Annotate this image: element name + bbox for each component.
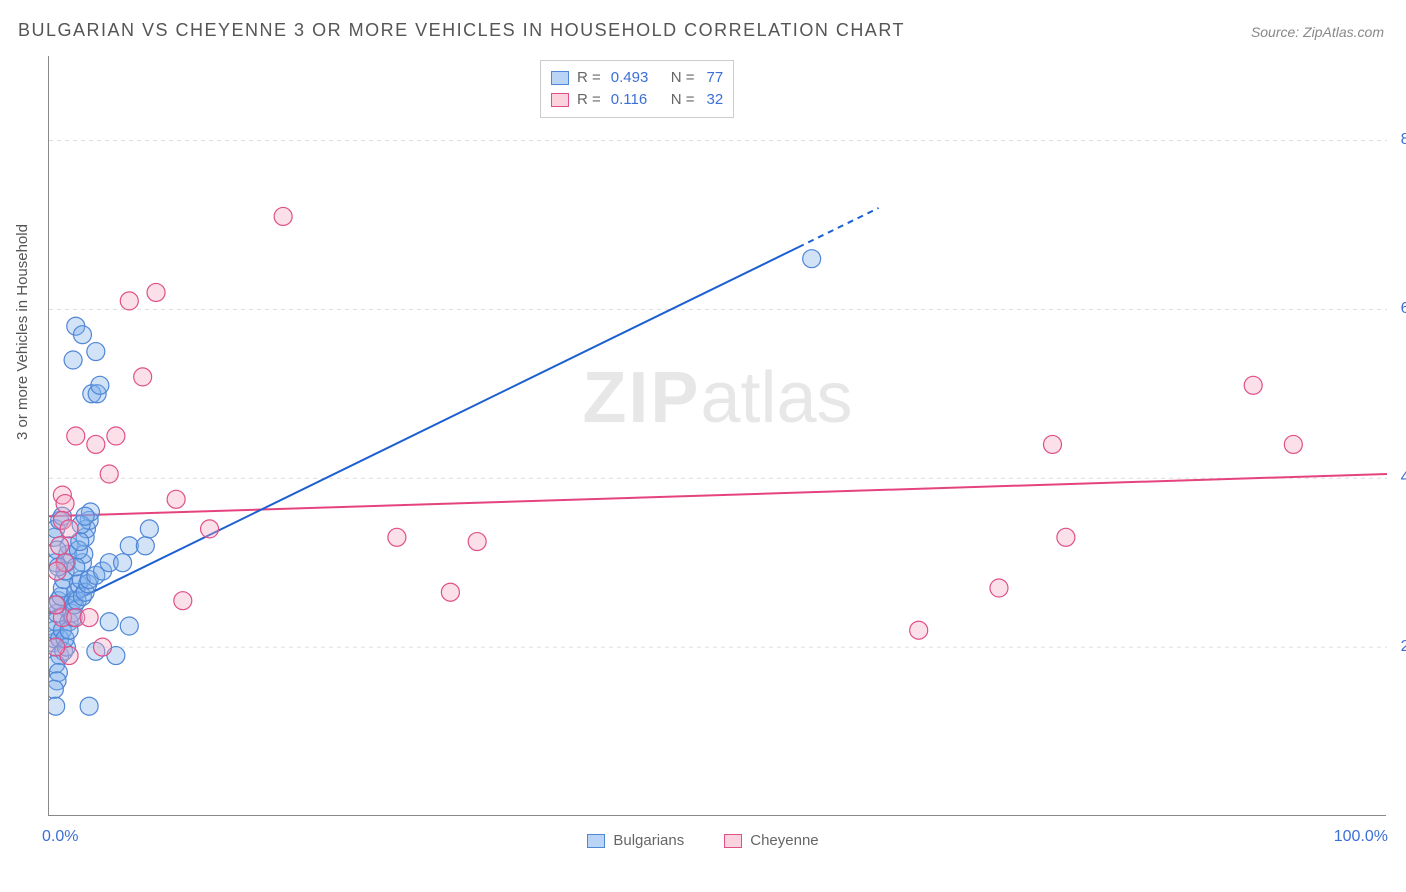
swatch-cheyenne-icon: [724, 834, 742, 848]
r-value-bulgarians: 0.493: [611, 67, 663, 89]
legend-item-cheyenne: Cheyenne: [724, 832, 818, 849]
y-tick-label: 20.0%: [1401, 638, 1406, 656]
plot-svg: [49, 56, 1387, 816]
swatch-cheyenne: [551, 93, 569, 107]
legend-row-bulgarians: R = 0.493 N = 77: [551, 67, 723, 89]
y-tick-label: 60.0%: [1401, 300, 1406, 318]
n-value-cheyenne: 32: [707, 89, 724, 111]
n-value-bulgarians: 77: [707, 67, 724, 89]
legend-item-bulgarians: Bulgarians: [587, 832, 684, 849]
y-axis-label: 3 or more Vehicles in Household: [14, 224, 31, 440]
r-value-cheyenne: 0.116: [611, 89, 663, 111]
plot-area: ZIPatlas 20.0%40.0%60.0%80.0%: [48, 56, 1386, 816]
series-legend: Bulgarians Cheyenne: [0, 832, 1406, 849]
r-label: R =: [577, 67, 601, 89]
legend-label-bulgarians: Bulgarians: [613, 832, 684, 849]
y-tick-label: 40.0%: [1401, 469, 1406, 487]
legend-row-cheyenne: R = 0.116 N = 32: [551, 89, 723, 111]
n-label: N =: [671, 89, 695, 111]
n-label: N =: [671, 67, 695, 89]
chart-title: BULGARIAN VS CHEYENNE 3 OR MORE VEHICLES…: [18, 20, 905, 41]
correlation-legend: R = 0.493 N = 77 R = 0.116 N = 32: [540, 60, 734, 118]
source-label: Source: ZipAtlas.com: [1251, 24, 1384, 40]
swatch-bulgarians-icon: [587, 834, 605, 848]
r-label: R =: [577, 89, 601, 111]
y-tick-label: 80.0%: [1401, 131, 1406, 149]
legend-label-cheyenne: Cheyenne: [750, 832, 818, 849]
swatch-bulgarians: [551, 71, 569, 85]
